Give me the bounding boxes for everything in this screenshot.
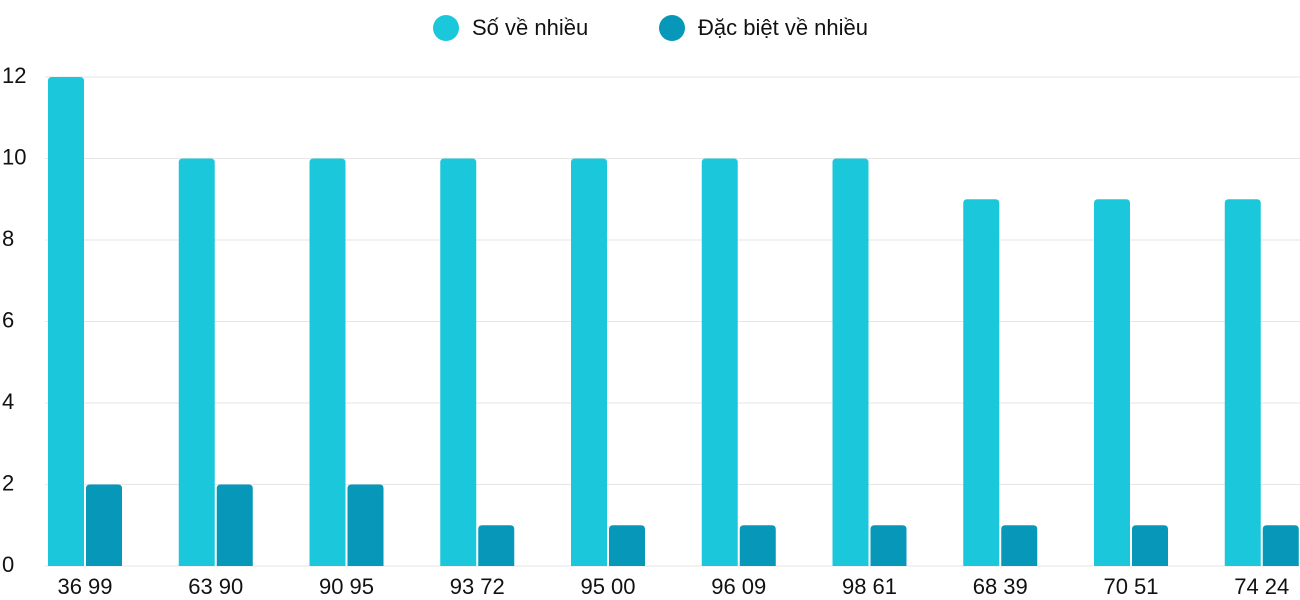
x-tick-label: 98 61 — [842, 574, 897, 599]
x-tick-label: 70 51 — [1103, 574, 1158, 599]
bar — [963, 199, 1000, 566]
x-tick-label: 68 39 — [973, 574, 1028, 599]
y-tick-label: 8 — [2, 226, 14, 251]
x-tick-label: 63 90 — [188, 574, 243, 599]
y-tick-label: 12 — [2, 63, 26, 88]
bar — [870, 525, 907, 566]
x-tick-label: 95 00 — [580, 574, 635, 599]
bar — [440, 158, 477, 566]
bar — [48, 77, 84, 566]
x-tick-label: 96 09 — [711, 574, 766, 599]
bar — [86, 484, 122, 566]
bar — [701, 158, 738, 566]
legend-marker — [659, 15, 685, 41]
y-tick-label: 6 — [2, 307, 14, 332]
y-tick-label: 0 — [2, 552, 14, 577]
bar — [609, 525, 645, 566]
bar — [1224, 199, 1261, 566]
legend-label: Đặc biệt về nhiều — [698, 15, 868, 40]
y-tick-label: 10 — [2, 144, 26, 169]
y-tick-label: 4 — [2, 389, 14, 414]
x-tick-label: 90 95 — [319, 574, 374, 599]
x-tick-label: 93 72 — [450, 574, 505, 599]
bar — [832, 158, 869, 566]
legend-label: Số về nhiều — [472, 15, 588, 40]
bar — [571, 158, 607, 566]
bar — [1094, 199, 1130, 566]
legend-marker — [433, 15, 459, 41]
bar — [1262, 525, 1299, 566]
y-tick-label: 2 — [2, 470, 14, 495]
x-tick-label: 36 99 — [57, 574, 112, 599]
x-tick-label: 74 24 — [1234, 574, 1289, 599]
bar — [309, 158, 346, 566]
bar — [347, 484, 384, 566]
bar — [1132, 525, 1168, 566]
bar — [478, 525, 515, 566]
bar — [1001, 525, 1038, 566]
bar — [739, 525, 776, 566]
bar — [216, 484, 253, 566]
bar — [178, 158, 215, 566]
